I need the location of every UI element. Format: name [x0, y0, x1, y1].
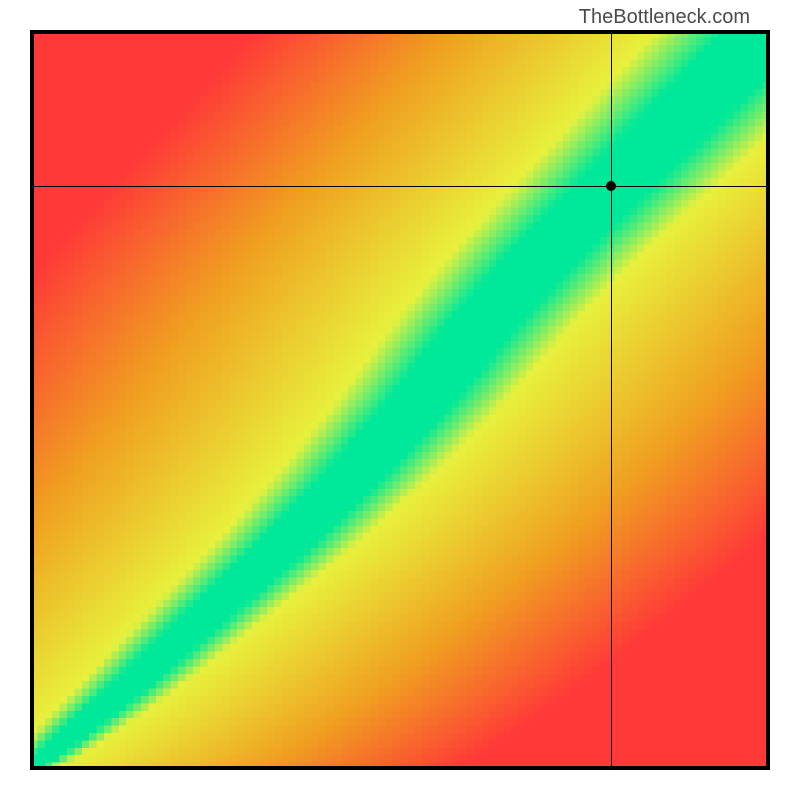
bottleneck-heatmap	[30, 30, 770, 770]
crosshair-horizontal	[30, 186, 770, 187]
watermark-text: TheBottleneck.com	[579, 6, 750, 29]
chart-frame	[30, 30, 770, 770]
crosshair-vertical	[611, 30, 612, 770]
data-point-marker	[606, 181, 616, 191]
